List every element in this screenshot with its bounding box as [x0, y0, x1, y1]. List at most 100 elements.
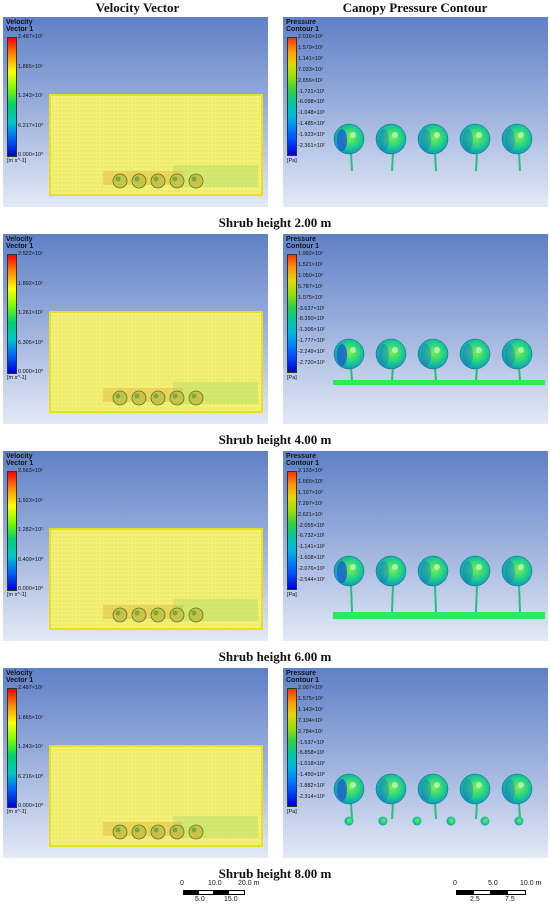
- shrub-marker: [188, 824, 204, 840]
- pressure-tick-label: -1.608×10²: [298, 555, 325, 562]
- velocity-tick-label: 6.217×10⁰: [18, 122, 44, 129]
- tree-canopy: [459, 123, 491, 155]
- velocity-header: Velocity Vector: [95, 0, 180, 15]
- shrub-strip: [333, 380, 545, 385]
- velocity-panel-1: Velocity Vector 1 2.487×10¹ 1.865×10¹ 1.243…: [3, 17, 268, 207]
- velocity-legend-title: Velocity Vector 1: [6, 19, 34, 33]
- pressure-tick-label: 5.787×10¹: [298, 283, 323, 290]
- pressure-header: Canopy Pressure Contour: [342, 0, 488, 15]
- velocity-unit: [m s^-1]: [7, 592, 27, 598]
- pressure-panel-4: Pressure Contour 1 2.007×10² 1.575×10² 1.14…: [283, 668, 548, 858]
- pressure-unit: [Pa]: [287, 375, 297, 381]
- shrub-marker: [150, 607, 166, 623]
- velocity-unit: [m s^-1]: [7, 809, 27, 815]
- velocity-vector-field: [49, 311, 263, 413]
- scalebar-right-top-2: 10.0 m: [520, 880, 542, 887]
- shrub-marker: [112, 390, 128, 406]
- pressure-colorbar: [287, 688, 297, 807]
- shrub-height-caption: Shrub height 8.00 m: [218, 866, 332, 881]
- tree-canopy: [459, 555, 491, 587]
- velocity-tick-label: 2.487×10¹: [18, 34, 43, 40]
- shrub-marker: [169, 824, 185, 840]
- pressure-unit: [Pa]: [287, 809, 297, 815]
- pressure-tick-label: 2.007×10²: [298, 685, 323, 691]
- shrub-sphere: [412, 816, 422, 826]
- velocity-tick-label: 2.487×10¹: [18, 685, 43, 691]
- velocity-colorbar: [7, 471, 17, 591]
- pressure-tick-label: 1.143×10²: [298, 706, 323, 713]
- scalebar-left-bottom-0: 5.0: [195, 896, 205, 903]
- pressure-tick-label: 1.665×10²: [298, 478, 323, 485]
- pressure-colorbar: [287, 37, 297, 156]
- pressure-tick-label: 2.016×10²: [298, 34, 323, 40]
- pressure-tick-label: -6.732×10¹: [298, 533, 325, 540]
- velocity-colorbar: [7, 37, 17, 157]
- velocity-tick-label: 1.261×10¹: [18, 310, 43, 316]
- tree-canopy: [501, 555, 533, 587]
- velocity-tick-label: 6.305×10⁰: [18, 339, 44, 346]
- pressure-tick-label: 1.521×10²: [298, 261, 323, 268]
- shrub-marker: [188, 607, 204, 623]
- tree-canopy: [375, 123, 407, 155]
- shrub-strip: [333, 612, 545, 619]
- pressure-tick-label: 1.579×10²: [298, 44, 323, 51]
- velocity-tick-label: 1.243×10¹: [18, 744, 43, 750]
- pressure-tick-label: 7.033×10¹: [298, 66, 323, 73]
- tree-canopy: [459, 773, 491, 805]
- velocity-legend-title: Velocity Vector 1: [6, 236, 34, 250]
- shrub-sphere: [344, 816, 354, 826]
- pressure-panel-2: Pressure Contour 1 1.992×10² 1.521×10² 1.05…: [283, 234, 548, 424]
- pressure-tick-label: 1.141×10²: [298, 55, 323, 62]
- velocity-colorbar: [7, 254, 17, 374]
- pressure-tick-label: 2.133×10²: [298, 468, 323, 474]
- canopy-pressure-contour: [333, 123, 533, 172]
- velocity-legend-title: Velocity Vector 1: [6, 453, 34, 467]
- shrub-marker: [188, 173, 204, 189]
- pressure-tick-label: -2.076×10²: [298, 566, 325, 573]
- shrub-sphere: [378, 816, 388, 826]
- velocity-tick-label: 1.892×10¹: [18, 280, 43, 287]
- velocity-tick-label: 0.000×10⁰: [18, 152, 44, 158]
- pressure-tick-label: -1.537×10¹: [298, 739, 325, 746]
- pressure-tick-label: -5.858×10¹: [298, 750, 325, 757]
- tree-canopy: [501, 123, 533, 155]
- tree-canopy: [375, 338, 407, 370]
- pressure-tick-label: -1.018×10²: [298, 761, 325, 768]
- shrub-marker: [150, 173, 166, 189]
- pressure-panel-1: Pressure Contour 1 2.016×10² 1.579×10² 1.14…: [283, 17, 548, 207]
- velocity-tick-label: 0.000×10⁰: [18, 586, 44, 592]
- shrub-marker: [112, 824, 128, 840]
- scalebar-left-bottom-1: 15.0: [224, 896, 238, 903]
- tree-canopy: [375, 773, 407, 805]
- pressure-legend-title: Pressure Contour 1: [286, 19, 320, 33]
- velocity-unit: [m s^-1]: [7, 375, 27, 381]
- tree-canopy: [459, 338, 491, 370]
- velocity-tick-label: 6.409×10⁰: [18, 556, 44, 563]
- pressure-unit: [Pa]: [287, 158, 297, 164]
- shrub-height-caption: Shrub height 4.00 m: [218, 432, 332, 447]
- shrub-height-caption: Shrub height 6.00 m: [218, 649, 332, 664]
- scalebar-right-top-1: 5.0: [488, 880, 498, 887]
- shrub-marker: [150, 824, 166, 840]
- shrub-marker: [150, 390, 166, 406]
- pressure-tick-label: 1.197×10²: [298, 489, 323, 496]
- shrub-marker: [188, 390, 204, 406]
- pressure-tick-label: -1.721×10¹: [298, 88, 325, 95]
- pressure-tick-label: -8.350×10¹: [298, 316, 325, 323]
- shrub-sphere: [480, 816, 490, 826]
- velocity-tick-label: 1.865×10¹: [18, 63, 43, 70]
- pressure-tick-label: -1.141×10²: [298, 544, 325, 551]
- scalebar-right-bottom-1: 7.5: [505, 896, 515, 903]
- pressure-tick-label: 1.075×10¹: [298, 294, 323, 301]
- velocity-vector-field: [49, 94, 263, 196]
- velocity-unit: [m s^-1]: [7, 158, 27, 164]
- tree-canopy: [417, 123, 449, 155]
- canopy-pressure-contour: [333, 773, 533, 826]
- shrub-marker: [131, 607, 147, 623]
- velocity-tick-label: 1.243×10¹: [18, 93, 43, 99]
- pressure-tick-label: -2.249×10²: [298, 349, 325, 356]
- velocity-vector-field: [49, 745, 263, 847]
- shrub-marker: [131, 824, 147, 840]
- tree-canopy: [501, 338, 533, 370]
- pressure-unit: [Pa]: [287, 592, 297, 598]
